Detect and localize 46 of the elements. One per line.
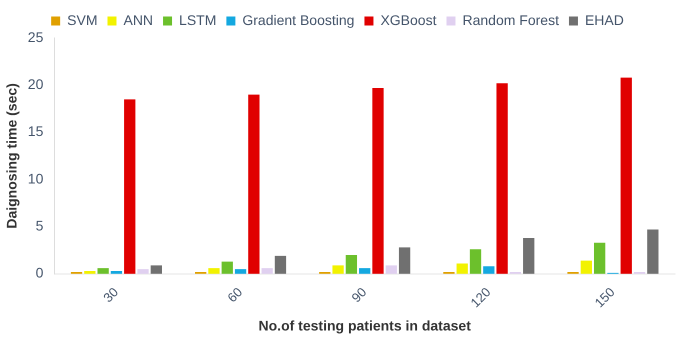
legend-label: SVM [67, 12, 98, 28]
bar [372, 88, 384, 274]
legend-label: ANN [123, 12, 154, 28]
x-tick-label: 30 [100, 284, 122, 306]
y-tick-label: 10 [28, 170, 44, 186]
bar [386, 265, 397, 274]
bar [620, 78, 632, 274]
bar [97, 268, 109, 274]
bar [594, 242, 606, 274]
x-axis-title: No.of testing patients in dataset [258, 317, 472, 334]
legend-label: XGBoost [380, 12, 437, 28]
y-tick-label: 25 [28, 28, 44, 45]
bar [523, 238, 534, 274]
bar [234, 269, 246, 274]
bar [332, 265, 344, 274]
bar [580, 260, 592, 274]
bar [150, 265, 162, 274]
bar [208, 268, 220, 274]
bar [398, 247, 410, 274]
bar [84, 271, 96, 274]
bar [483, 266, 494, 274]
bar [647, 229, 658, 274]
bar [274, 256, 286, 274]
x-tick-label: 150 [592, 284, 618, 310]
bar [496, 83, 508, 274]
legend-label: LSTM [179, 12, 216, 28]
legend-label: Gradient Boosting [242, 12, 354, 28]
bar [346, 254, 358, 274]
y-tick-label: 0 [36, 264, 44, 281]
legend-label: EHAD [584, 12, 624, 28]
y-tick-label: 15 [28, 123, 44, 140]
bar [470, 249, 482, 274]
x-tick-label: 120 [468, 284, 494, 310]
bar [137, 269, 149, 274]
bar [456, 263, 468, 274]
bar [222, 262, 233, 274]
bar [359, 268, 370, 274]
bar [248, 94, 260, 274]
bar [262, 268, 273, 274]
x-tick-label: 60 [224, 284, 246, 306]
bar [124, 99, 136, 274]
y-axis-title: Daignosing time (sec) [3, 83, 20, 229]
x-tick-label: 90 [348, 284, 370, 306]
y-tick-label: 20 [28, 76, 44, 92]
y-tick-label: 5 [36, 218, 44, 234]
legend-label: Random Forest [462, 12, 560, 28]
